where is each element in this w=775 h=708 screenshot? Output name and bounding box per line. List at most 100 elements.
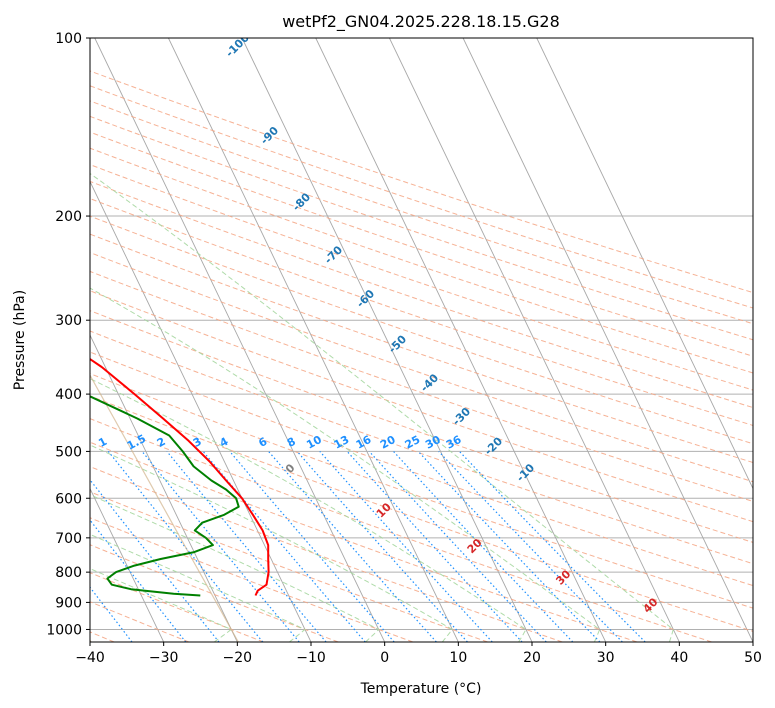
isotherm-line [536,38,753,490]
dry-adiabat-line [90,418,712,642]
dry-adiabat-line [90,198,753,426]
isotherm-line [90,487,165,642]
moist-adiabat-line [90,378,527,642]
plot-frame [89,37,754,643]
isentrope-label: -60 [354,287,377,310]
isotherm-line [90,180,312,642]
y-tick-label: 200 [55,209,82,225]
moist-adiabat-line [90,533,306,642]
moist-adiabat-line [90,444,454,642]
mixing-ratio-label: 30 [423,433,443,452]
x-tick-label: −10 [296,650,326,666]
mixing-ratio-line [90,519,187,642]
dry-adiabat-line [90,100,753,325]
dry-adiabat-line [90,466,563,642]
y-tick-label: 400 [55,387,82,403]
x-tick-label: 0 [380,650,389,666]
dry-adiabat-line [90,85,753,309]
temperature-profile-line [90,357,270,596]
wetbulb-label: 10 [374,500,394,520]
x-tick-label: −20 [223,650,253,666]
y-tick-label: 100 [55,31,82,47]
mixing-ratio-label: 2 [155,435,168,450]
mixing-ratio-label: 16 [354,433,374,452]
isotherm-line [90,334,238,642]
y-tick-label: 500 [55,444,82,460]
isentrope-label: -90 [258,124,281,147]
y-tick-label: 800 [55,565,82,581]
isentrope-label: -10 [514,461,537,484]
reference-curve [90,374,239,642]
mixing-ratio-line [268,451,437,642]
y-tick-label: 700 [55,531,82,547]
y-tick-label: 1000 [46,622,82,638]
y-tick-label: 900 [55,595,82,611]
dry-adiabat-line [90,544,339,642]
mixing-ratio-label: 20 [378,433,398,452]
mixing-ratio-label: 36 [444,433,464,452]
isentrope-label: -40 [418,371,441,394]
mixing-ratio-label: 8 [285,435,298,450]
mixing-ratio-line [166,451,327,642]
dry-adiabat-line [90,233,753,464]
x-tick-label: 10 [449,650,467,666]
wetbulb-label: 20 [465,536,485,556]
mixing-ratio-line [438,450,623,642]
mixing-ratio-label: 4 [218,435,231,450]
lines-layer [90,357,270,597]
moist-adiabat-line [90,494,380,642]
y-tick-label: 600 [55,491,82,507]
x-tick-label: 50 [744,650,762,666]
x-axis-label: Temperature (°C) [360,681,482,697]
mixing-ratio-line [107,451,264,642]
dry-adiabat-line [90,395,753,632]
x-tick-label: −30 [149,650,179,666]
dry-adiabat-line [90,131,753,357]
dewpoint-profile-line [90,395,240,597]
mixing-ratio-line [458,450,646,642]
isentrope-label: -30 [450,405,473,428]
wetbulb-label: 30 [553,567,573,587]
y-axis-label: Pressure (hPa) [12,290,28,390]
isotherm-line [389,38,680,642]
dry-adiabat-line [90,270,753,502]
isotherm-line [462,38,753,642]
moist-adiabat-line [90,287,601,642]
dry-adiabat-line [90,115,753,341]
dry-adiabat-line [90,601,189,642]
grid-layer [90,38,753,642]
mixing-ratio-label: 13 [332,433,352,452]
x-tick-label: 40 [670,650,688,666]
mixing-ratio-line [90,478,220,642]
annotation-layer: 0.10.20.40.611.52346810131620253036-100-… [20,31,661,616]
isotherm-line [94,38,386,642]
mixing-ratio-line [141,451,300,642]
wetbulb-label: 40 [641,595,661,615]
mixing-ratio-label: 6 [256,435,269,450]
isentrope-label: -100 [223,31,252,60]
dry-adiabat-line [90,491,488,642]
dry-adiabat-line [90,517,414,642]
dry-adiabat-line [90,252,753,483]
y-tick-label: 300 [55,313,82,329]
isotherm-line [315,38,607,642]
moist-adiabat-line [90,172,674,642]
isotherm-line [168,38,459,642]
chart-title: wetPf2_GN04.2025.228.18.15.G28 [282,12,560,32]
mixing-ratio-line [319,451,493,642]
isentrope-label: -50 [386,332,409,355]
dry-adiabat-line [90,164,753,391]
mixing-ratio-label: 10 [304,433,324,452]
x-tick-label: 20 [523,650,541,666]
mixing-ratio-line [296,451,468,642]
dry-adiabat-line [90,290,753,523]
mixing-ratio-label: 25 [403,433,423,452]
mixing-ratio-label: 3 [191,435,204,450]
dry-adiabat-line [90,572,264,642]
tick-layer: −40 −30 −20 −10 0 10 20 30 40 5010020030040050060… [46,31,762,666]
mixing-ratio-label: 0.4 [20,432,44,453]
wetbulb-label: 0 [283,461,298,476]
isentrope-label: -80 [290,190,313,213]
